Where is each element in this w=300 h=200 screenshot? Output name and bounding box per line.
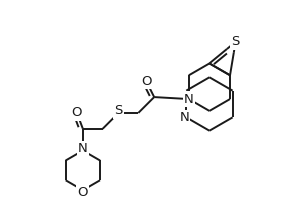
Text: S: S: [231, 35, 240, 48]
Text: S: S: [114, 104, 123, 117]
Text: N: N: [184, 93, 194, 106]
Text: O: O: [78, 186, 88, 199]
Text: O: O: [72, 106, 82, 119]
Text: N: N: [78, 142, 88, 155]
Text: O: O: [141, 75, 152, 88]
Text: N: N: [179, 111, 189, 124]
